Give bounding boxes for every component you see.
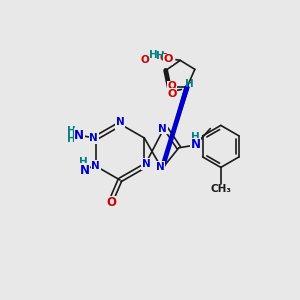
Polygon shape bbox=[162, 87, 189, 169]
Text: H: H bbox=[67, 134, 76, 144]
Text: N: N bbox=[80, 164, 89, 177]
Text: N: N bbox=[91, 161, 100, 171]
Text: N: N bbox=[190, 139, 201, 152]
Text: N: N bbox=[142, 159, 151, 169]
Text: H: H bbox=[79, 157, 87, 167]
Text: H: H bbox=[149, 50, 158, 60]
Text: O: O bbox=[140, 55, 149, 65]
Text: H: H bbox=[67, 126, 76, 136]
Text: H: H bbox=[156, 51, 165, 61]
Text: N: N bbox=[116, 119, 124, 129]
Text: O: O bbox=[163, 54, 172, 64]
Text: N: N bbox=[156, 162, 164, 172]
Text: O: O bbox=[106, 196, 117, 209]
Text: O: O bbox=[167, 89, 177, 99]
Text: N: N bbox=[74, 129, 84, 142]
Text: O: O bbox=[168, 81, 177, 91]
Text: N: N bbox=[158, 124, 167, 134]
Text: N: N bbox=[116, 117, 124, 127]
Text: H: H bbox=[191, 132, 200, 142]
Text: O: O bbox=[159, 53, 169, 63]
Text: CH₃: CH₃ bbox=[210, 184, 231, 194]
Text: H: H bbox=[185, 80, 194, 89]
Text: N: N bbox=[89, 133, 98, 143]
